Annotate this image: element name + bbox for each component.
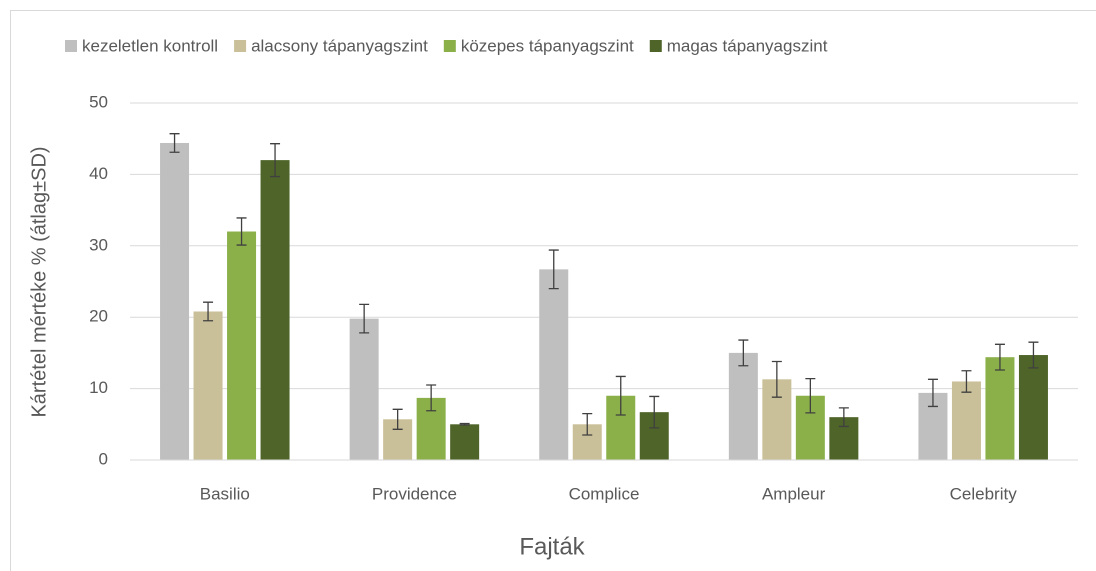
bar xyxy=(227,231,257,460)
error-bar xyxy=(459,422,470,426)
error-bar xyxy=(548,249,559,290)
error-bar xyxy=(426,384,437,412)
y-tick-label: 0 xyxy=(99,449,108,468)
x-tick-label: Complice xyxy=(569,484,640,503)
legend-label: magas tápanyagszint xyxy=(667,36,828,55)
legend-label: közepes tápanyagszint xyxy=(461,36,634,55)
x-tick-label: Basilio xyxy=(200,484,250,503)
legend-swatch xyxy=(65,40,77,52)
error-bar xyxy=(203,301,214,322)
error-bar xyxy=(805,377,816,414)
x-tick-label: Celebrity xyxy=(950,484,1018,503)
error-bar xyxy=(649,395,660,429)
bar xyxy=(260,160,290,460)
legend-swatch xyxy=(649,40,662,52)
bar xyxy=(1018,355,1048,460)
bar xyxy=(450,424,480,460)
error-bar xyxy=(994,343,1005,371)
error-bar xyxy=(582,412,593,436)
y-axis-label: Kártétel mértéke % (átlag±SD) xyxy=(28,146,50,417)
bar xyxy=(539,269,569,460)
error-bar xyxy=(771,360,782,398)
legend-label: kezeletlen kontroll xyxy=(82,36,218,55)
x-axis-label: Fajták xyxy=(519,533,585,560)
bar xyxy=(728,352,758,460)
error-bar xyxy=(1028,341,1039,369)
error-bar xyxy=(270,143,281,178)
error-bar xyxy=(927,378,938,408)
legend-label: alacsony tápanyagszint xyxy=(251,36,428,55)
bar xyxy=(951,381,981,460)
error-bar xyxy=(615,375,626,416)
error-bar xyxy=(838,407,849,428)
y-tick-label: 10 xyxy=(89,378,108,397)
bar xyxy=(160,142,190,460)
error-bar xyxy=(961,370,972,393)
error-bar xyxy=(392,408,403,430)
y-tick-label: 20 xyxy=(89,307,108,326)
error-bar xyxy=(169,133,180,153)
y-tick-label: 30 xyxy=(89,235,108,254)
bar xyxy=(193,311,223,460)
y-tick-label: 40 xyxy=(89,164,108,183)
error-bar xyxy=(236,217,247,246)
legend-swatch xyxy=(443,40,456,52)
error-bar xyxy=(738,339,749,367)
x-tick-label: Ampleur xyxy=(762,484,826,503)
error-bar xyxy=(359,303,370,334)
legend-swatch xyxy=(234,40,247,52)
bar xyxy=(349,318,379,460)
x-tick-label: Providence xyxy=(372,484,457,503)
bar xyxy=(985,357,1015,460)
chart-frame xyxy=(10,10,1096,571)
y-tick-label: 50 xyxy=(89,92,108,111)
